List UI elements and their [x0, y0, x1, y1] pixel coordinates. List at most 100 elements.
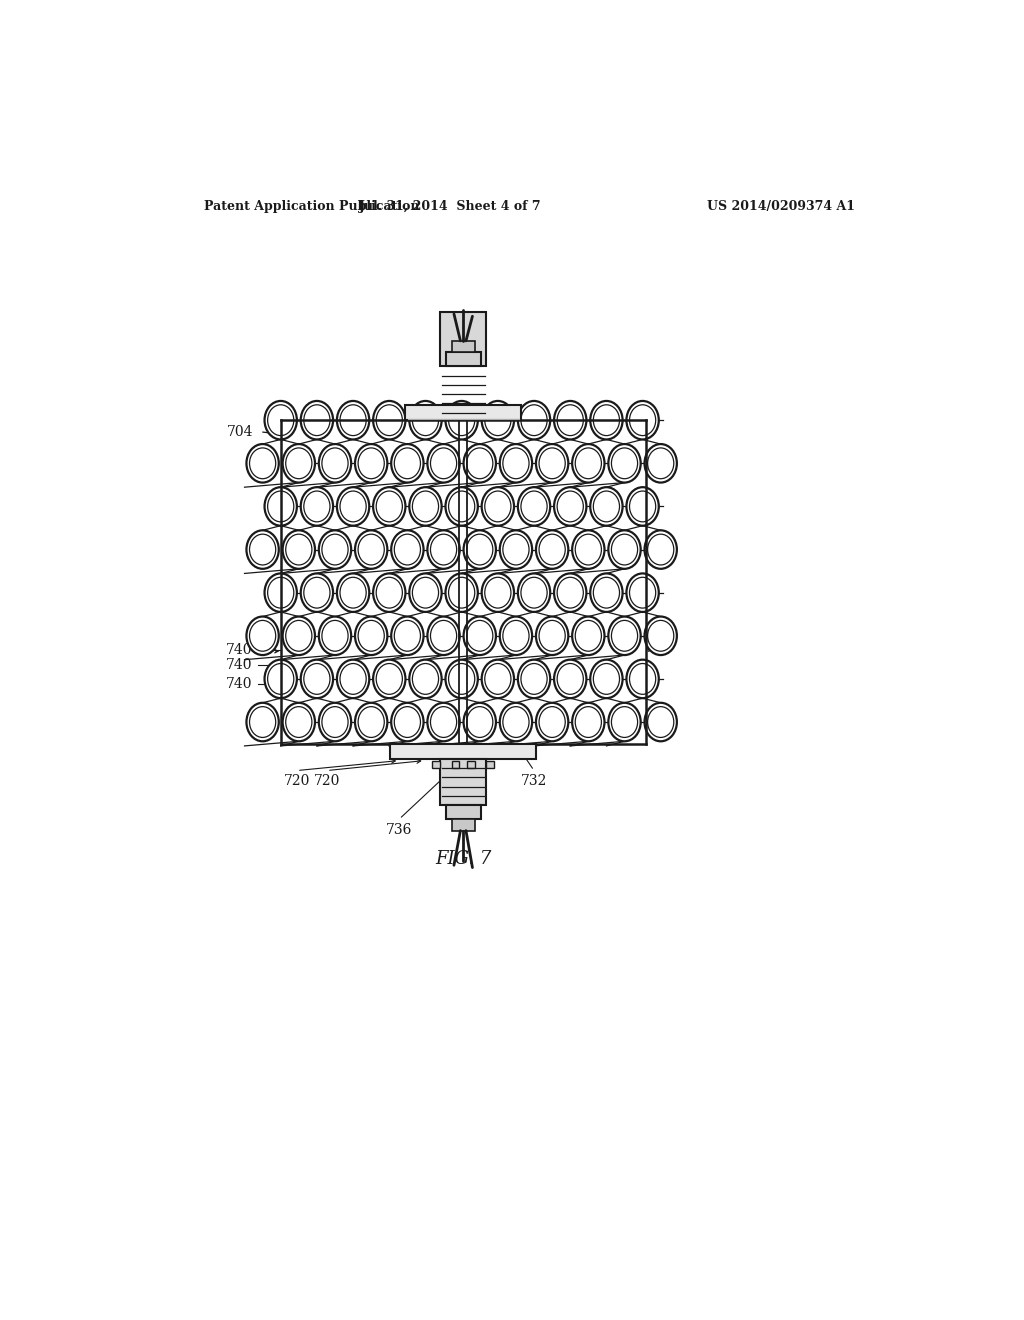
Text: 720: 720: [284, 775, 310, 788]
Ellipse shape: [247, 444, 279, 483]
Bar: [445, 352, 480, 367]
Ellipse shape: [445, 573, 478, 612]
Ellipse shape: [264, 401, 297, 440]
Ellipse shape: [318, 702, 351, 742]
Ellipse shape: [627, 401, 658, 440]
Ellipse shape: [590, 401, 623, 440]
Ellipse shape: [464, 616, 496, 655]
Ellipse shape: [464, 531, 496, 569]
Ellipse shape: [554, 401, 587, 440]
Ellipse shape: [283, 444, 315, 483]
Bar: [440, 313, 486, 367]
Ellipse shape: [481, 401, 514, 440]
Ellipse shape: [445, 487, 478, 525]
Ellipse shape: [391, 444, 424, 483]
Ellipse shape: [590, 487, 623, 525]
Ellipse shape: [427, 616, 460, 655]
Ellipse shape: [427, 702, 460, 742]
Ellipse shape: [337, 487, 370, 525]
Ellipse shape: [536, 702, 568, 742]
Text: Jul. 31, 2014  Sheet 4 of 7: Jul. 31, 2014 Sheet 4 of 7: [358, 199, 542, 213]
Ellipse shape: [373, 573, 406, 612]
Ellipse shape: [554, 487, 587, 525]
Ellipse shape: [373, 660, 406, 698]
Ellipse shape: [500, 531, 532, 569]
Bar: [452, 818, 475, 830]
Text: Patent Application Publication: Patent Application Publication: [204, 199, 419, 213]
Ellipse shape: [410, 660, 441, 698]
Ellipse shape: [337, 573, 370, 612]
Ellipse shape: [355, 702, 387, 742]
Ellipse shape: [518, 401, 550, 440]
Ellipse shape: [500, 444, 532, 483]
Ellipse shape: [355, 444, 387, 483]
Ellipse shape: [644, 616, 677, 655]
Ellipse shape: [572, 531, 604, 569]
Text: 720: 720: [313, 775, 340, 788]
Ellipse shape: [590, 660, 623, 698]
Ellipse shape: [481, 487, 514, 525]
Ellipse shape: [247, 702, 279, 742]
Ellipse shape: [410, 401, 441, 440]
Ellipse shape: [536, 444, 568, 483]
Ellipse shape: [427, 444, 460, 483]
Ellipse shape: [481, 573, 514, 612]
Ellipse shape: [627, 487, 658, 525]
Ellipse shape: [464, 444, 496, 483]
Ellipse shape: [391, 702, 424, 742]
Bar: [390, 743, 537, 759]
Ellipse shape: [536, 531, 568, 569]
Ellipse shape: [627, 573, 658, 612]
Ellipse shape: [644, 702, 677, 742]
Ellipse shape: [608, 444, 641, 483]
Ellipse shape: [518, 487, 550, 525]
Ellipse shape: [590, 573, 623, 612]
Ellipse shape: [500, 702, 532, 742]
Ellipse shape: [536, 616, 568, 655]
Text: FIG. 7: FIG. 7: [435, 850, 492, 869]
Ellipse shape: [572, 444, 604, 483]
Ellipse shape: [318, 531, 351, 569]
Ellipse shape: [445, 660, 478, 698]
Ellipse shape: [283, 616, 315, 655]
Bar: [467, 760, 475, 768]
Ellipse shape: [318, 444, 351, 483]
Ellipse shape: [247, 531, 279, 569]
Ellipse shape: [554, 660, 587, 698]
Ellipse shape: [391, 531, 424, 569]
Ellipse shape: [644, 531, 677, 569]
Bar: [486, 760, 494, 768]
Ellipse shape: [518, 573, 550, 612]
Ellipse shape: [644, 444, 677, 483]
Ellipse shape: [318, 616, 351, 655]
Bar: [440, 759, 486, 805]
Ellipse shape: [608, 616, 641, 655]
Text: 740: 740: [225, 659, 252, 672]
Ellipse shape: [355, 531, 387, 569]
Ellipse shape: [464, 702, 496, 742]
Text: 740: 740: [225, 643, 252, 656]
Bar: [452, 341, 475, 352]
Ellipse shape: [572, 616, 604, 655]
Text: 704: 704: [227, 425, 254, 438]
Ellipse shape: [301, 487, 333, 525]
Bar: [281, 420, 646, 743]
Ellipse shape: [391, 616, 424, 655]
Ellipse shape: [554, 573, 587, 612]
Ellipse shape: [283, 531, 315, 569]
Ellipse shape: [445, 401, 478, 440]
Ellipse shape: [301, 401, 333, 440]
Text: 736: 736: [386, 822, 413, 837]
Ellipse shape: [337, 660, 370, 698]
Bar: [445, 805, 480, 818]
Ellipse shape: [427, 531, 460, 569]
Ellipse shape: [572, 702, 604, 742]
Ellipse shape: [301, 660, 333, 698]
Ellipse shape: [355, 616, 387, 655]
Ellipse shape: [410, 487, 441, 525]
Text: 740: 740: [225, 677, 252, 692]
Bar: [406, 405, 521, 420]
Bar: [452, 760, 460, 768]
Bar: [432, 760, 440, 768]
Ellipse shape: [410, 573, 441, 612]
